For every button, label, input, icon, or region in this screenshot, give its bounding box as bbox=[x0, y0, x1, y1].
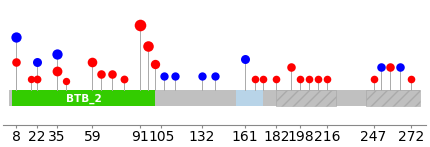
Point bbox=[212, 75, 218, 77]
Point bbox=[259, 78, 266, 80]
Point bbox=[152, 63, 159, 65]
Point bbox=[28, 78, 35, 80]
Point bbox=[13, 60, 20, 63]
Point bbox=[13, 36, 20, 38]
Text: BTB_2: BTB_2 bbox=[66, 93, 101, 103]
Point bbox=[161, 75, 168, 77]
Point bbox=[144, 45, 151, 47]
Point bbox=[242, 58, 249, 60]
Point bbox=[98, 73, 105, 75]
Point bbox=[198, 75, 205, 77]
Point bbox=[120, 78, 127, 80]
Point bbox=[370, 78, 377, 80]
Point bbox=[34, 60, 40, 63]
Point bbox=[387, 65, 393, 68]
Point bbox=[252, 78, 259, 80]
Bar bbox=[366, 90, 420, 106]
Point bbox=[137, 24, 144, 26]
Point bbox=[34, 78, 40, 80]
Bar bbox=[9, 90, 420, 106]
Bar bbox=[12, 90, 155, 106]
Point bbox=[408, 78, 415, 80]
Point bbox=[273, 78, 280, 80]
Point bbox=[297, 78, 304, 80]
Bar bbox=[236, 90, 263, 106]
Point bbox=[171, 75, 178, 77]
Point bbox=[108, 73, 115, 75]
Point bbox=[288, 65, 295, 68]
Point bbox=[306, 78, 313, 80]
Point bbox=[315, 78, 322, 80]
Point bbox=[324, 78, 331, 80]
Point bbox=[53, 70, 60, 73]
Point bbox=[397, 65, 404, 68]
Point bbox=[53, 53, 60, 55]
Point bbox=[378, 65, 384, 68]
Bar bbox=[276, 90, 336, 106]
Point bbox=[89, 60, 96, 63]
Point bbox=[62, 80, 69, 82]
